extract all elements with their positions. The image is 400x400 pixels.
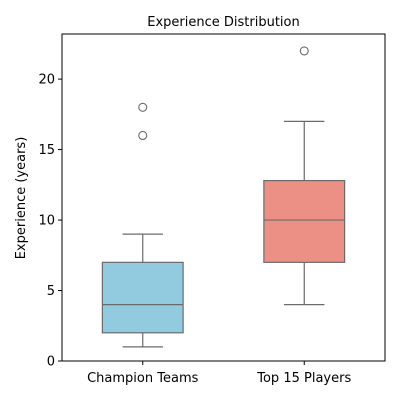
plot-frame	[61, 33, 386, 362]
x-tick-label: Champion Teams	[87, 371, 198, 386]
y-tick-label: 20	[38, 73, 55, 88]
y-tick-label: 0	[47, 355, 55, 370]
y-tick-label: 5	[47, 284, 55, 299]
y-tick-label: 15	[38, 143, 55, 158]
y-tick-label: 10	[38, 214, 55, 229]
chart-title: Experience Distribution	[147, 15, 299, 30]
y-axis-label: Experience (years)	[14, 137, 29, 260]
iqr-box	[101, 261, 184, 334]
plot-area: 0 5 10 15 20 Champion Teams Top 15 Players	[38, 33, 386, 386]
iqr-box	[263, 179, 346, 263]
outlier-point	[138, 130, 148, 141]
x-tick-label: Top 15 Players	[256, 371, 351, 386]
outlier-point	[138, 102, 148, 112]
outlier-point	[299, 46, 309, 56]
